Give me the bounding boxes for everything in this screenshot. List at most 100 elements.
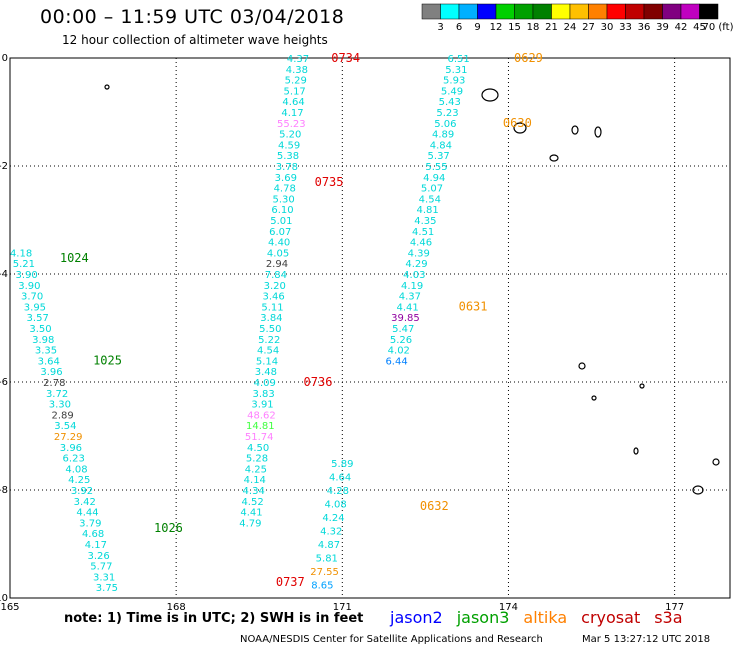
colorbar-swatch	[440, 3, 460, 20]
wave-height-value: 4.78	[274, 184, 296, 195]
wave-height-value: 3.54	[54, 421, 76, 432]
colorbar-swatch	[662, 3, 682, 20]
colorbar-label: 30	[601, 22, 614, 33]
wave-height-value: 3.91	[251, 400, 273, 411]
wave-height-value: 6.10	[271, 205, 293, 216]
wave-height-value: 5.22	[258, 335, 280, 346]
wave-height-value: 3.78	[276, 162, 298, 173]
wave-height-value: 3.96	[40, 367, 62, 378]
wave-height-value: 3.84	[260, 313, 282, 324]
wave-height-value: 4.18	[10, 248, 32, 259]
wave-height-value: 4.17	[85, 540, 107, 551]
plot-frame	[9, 57, 731, 599]
wave-height-value: 3.70	[21, 292, 43, 303]
wave-height-value: 3.50	[29, 324, 51, 335]
island-outline	[104, 84, 110, 90]
colorbar-swatch	[625, 3, 645, 20]
wave-height-value: 3.83	[253, 389, 275, 400]
wave-height-value: 3.92	[71, 486, 93, 497]
wave-height-value: 4.37	[399, 292, 421, 303]
colorbar-label: 45	[693, 22, 706, 33]
wave-height-value: 5.23	[436, 108, 458, 119]
wave-height-value: 4.41	[397, 302, 419, 313]
wave-height-value: 3.90	[18, 281, 40, 292]
wave-height-value: 4.84	[430, 140, 452, 151]
credit-line: NOAA/NESDIS Center for Satellite Applica…	[240, 634, 543, 645]
wave-height-value: 4.64	[329, 473, 351, 484]
wave-height-value: 4.87	[318, 540, 340, 551]
wave-height-value: 5.11	[261, 302, 283, 313]
wave-height-value: 4.94	[423, 173, 445, 184]
track-time-label: 1024	[60, 251, 89, 265]
colorbar-swatch	[495, 3, 515, 20]
island-outline	[594, 126, 602, 138]
wave-height-value: 3.69	[275, 173, 297, 184]
wave-height-value: 6.51	[447, 54, 469, 65]
wave-height-value: 4.24	[322, 513, 344, 524]
wave-height-value: 48.62	[247, 410, 276, 421]
legend-altika: altika	[523, 608, 568, 627]
wave-height-value: 4.50	[247, 443, 269, 454]
wave-height-value: 4.25	[68, 475, 90, 486]
wave-height-value: 4.05	[267, 248, 289, 259]
colorbar-swatch	[680, 3, 700, 20]
wave-height-value: 7.84	[265, 270, 287, 281]
colorbar-swatch	[699, 3, 719, 20]
wave-height-value: 51.74	[245, 432, 274, 443]
colorbar-swatch	[532, 3, 552, 20]
colorbar-label: 9	[474, 22, 480, 33]
track-time-label: 1026	[154, 521, 183, 535]
wave-height-value: 3.98	[32, 335, 54, 346]
y-tick-label: 0	[2, 53, 8, 64]
colorbar-label: 12	[490, 22, 503, 33]
wave-height-value: 3.96	[60, 443, 82, 454]
wave-height-value: 5.07	[421, 184, 443, 195]
wave-height-value: 4.17	[281, 108, 303, 119]
x-tick-label: 171	[333, 602, 352, 613]
wave-height-value: 3.26	[87, 551, 109, 562]
legend-jason2: jason2	[390, 608, 443, 627]
wave-height-value: 4.40	[268, 238, 290, 249]
wave-height-value: 5.01	[270, 216, 292, 227]
colorbar-label: 33	[619, 22, 632, 33]
wave-height-value: 4.14	[244, 475, 266, 486]
wave-height-value: 4.19	[401, 281, 423, 292]
wave-height-value: 4.51	[412, 227, 434, 238]
x-tick-label: 174	[499, 602, 518, 613]
wave-height-value: 5.21	[13, 259, 35, 270]
track-time-label: 0631	[459, 299, 488, 313]
wave-height-value: 3.75	[96, 583, 118, 594]
wave-height-value: 4.09	[254, 378, 276, 389]
wave-height-value: 5.49	[441, 86, 463, 97]
colorbar-swatch	[421, 3, 441, 20]
wave-height-value: 5.26	[390, 335, 412, 346]
chart-title: 00:00 – 11:59 UTC 03/04/2018	[40, 6, 345, 28]
wave-height-value: 5.77	[90, 562, 112, 573]
wave-height-value: 3.57	[27, 313, 49, 324]
wave-height-value: 3.35	[35, 346, 57, 357]
wave-height-value: 5.29	[285, 76, 307, 87]
wave-height-value: 39.85	[391, 313, 420, 324]
wave-height-value: 5.37	[428, 151, 450, 162]
wave-height-value: 4.54	[257, 346, 279, 357]
wave-height-value: 4.34	[243, 486, 265, 497]
wave-height-value: 6.07	[269, 227, 291, 238]
colorbar-swatch	[588, 3, 608, 20]
wave-height-value: 6.44	[385, 356, 407, 367]
wave-height-value: 4.08	[325, 500, 347, 511]
wave-height-value: 4.29	[405, 259, 427, 270]
wave-height-value: 4.35	[414, 216, 436, 227]
wave-height-value: 5.89	[331, 459, 353, 470]
colorbar-swatch	[551, 3, 571, 20]
track-time-label: 0734	[331, 51, 360, 65]
wave-height-value: 4.08	[65, 464, 87, 475]
colorbar-swatch	[643, 3, 663, 20]
wave-height-value: 4.52	[241, 497, 263, 508]
colorbar-label: 18	[527, 22, 540, 33]
wave-height-value: 3.90	[15, 270, 37, 281]
track-time-label: 0735	[315, 175, 344, 189]
wave-height-value: 4.44	[76, 508, 98, 519]
colorbar-label: 6	[456, 22, 462, 33]
legend-cryosat: cryosat	[581, 608, 641, 627]
